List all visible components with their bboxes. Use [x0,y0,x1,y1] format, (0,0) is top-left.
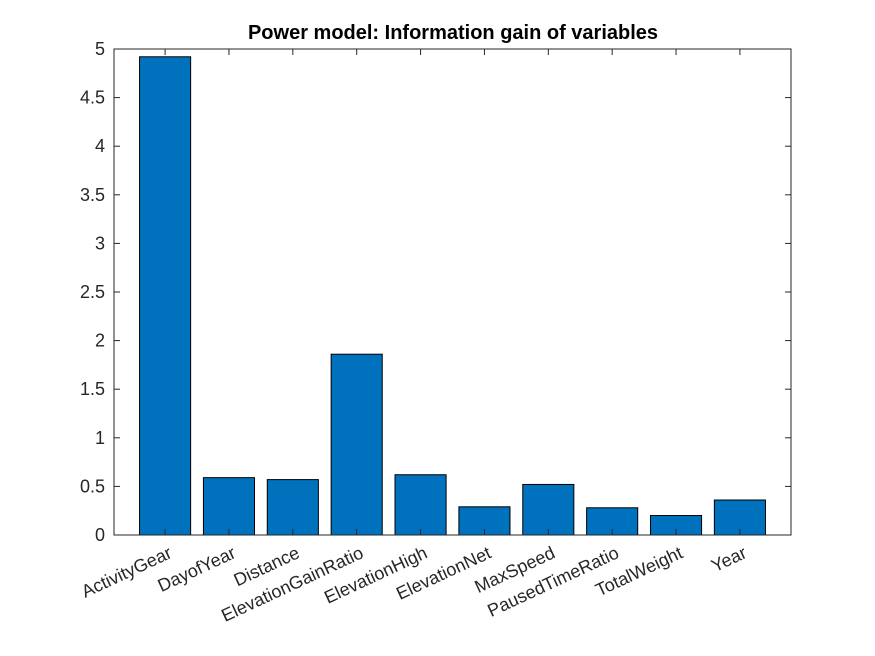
bar-Distance [266,479,319,536]
bar-DayofYear [202,477,256,536]
y-tick-label: 1 [95,428,105,448]
y-tick-label: 5 [95,39,105,59]
plot-area-box [113,48,792,536]
bar-MaxSpeed [522,483,575,536]
y-tick-label: 0 [95,525,105,545]
x-tick-label: ActivityGear [78,542,174,601]
bars-group [139,56,766,536]
y-tick-label: 2.5 [80,282,105,302]
y-tick-label: 1.5 [80,379,105,399]
bar-ElevationHigh [394,474,447,536]
x-tick-label: Year [708,542,749,575]
y-tick-label: 0.5 [80,476,105,496]
y-tick-label: 2 [95,331,105,351]
bar-ElevationGainRatio [330,353,383,536]
y-tick-label: 4.5 [80,88,105,108]
chart-title: Power model: Information gain of variabl… [248,22,658,44]
y-tick-label: 3.5 [80,185,105,205]
bar-ActivityGear [139,56,192,536]
y-tick-label: 4 [95,136,105,156]
y-tick-label: 3 [95,233,105,253]
y-axis-ticks: 0 0.5 1 1.5 2 2.5 3 3.5 4 4.5 5 [80,39,791,545]
